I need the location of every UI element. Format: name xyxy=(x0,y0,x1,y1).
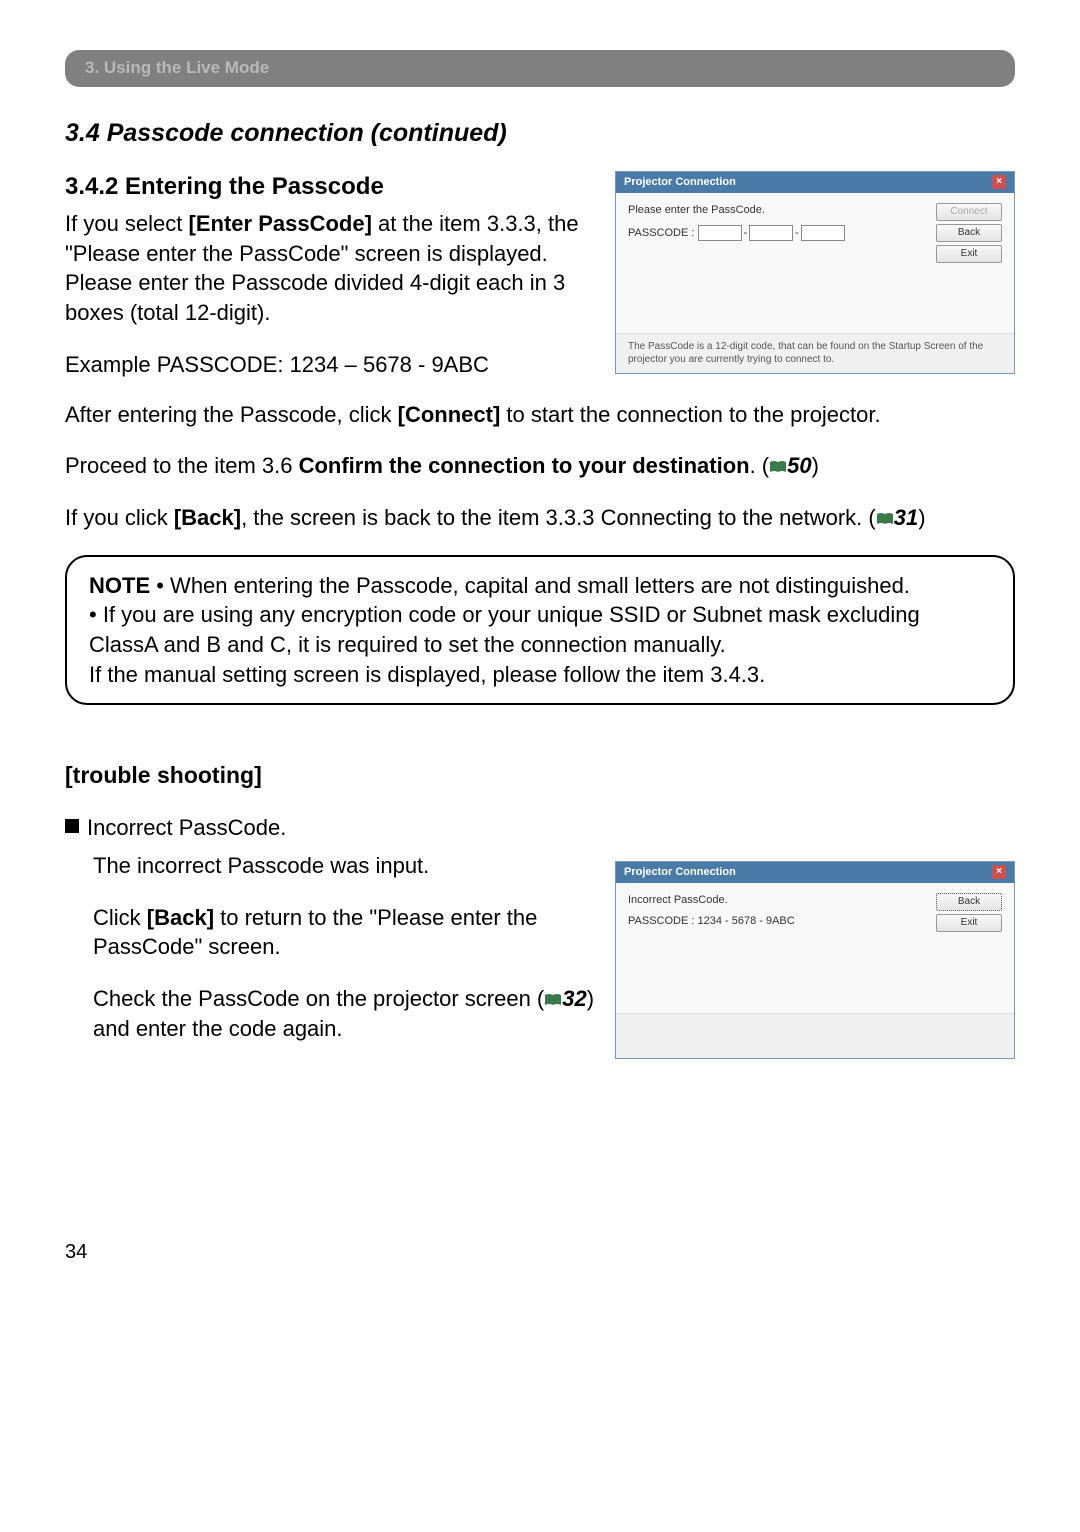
trouble-p2: Click [Back] to return to the "Please en… xyxy=(93,903,595,962)
note-line1: • When entering the Passcode, capital an… xyxy=(150,573,910,598)
section-title: 3.4 Passcode connection (continued) xyxy=(65,117,1015,151)
dialog-titlebar: Projector Connection × xyxy=(616,172,1014,193)
proceed-p: Proceed to the item 3.6 Confirm the conn… xyxy=(65,451,1015,481)
exit-button[interactable]: Exit xyxy=(936,245,1002,263)
passcode-field-2[interactable] xyxy=(749,225,793,241)
back-p: If you click [Back], the screen is back … xyxy=(65,503,1015,533)
back-button[interactable]: Back xyxy=(936,893,1002,911)
error-passcode: PASSCODE : 1234 - 5678 - 9ABC xyxy=(628,914,926,929)
passcode-field-3[interactable] xyxy=(801,225,845,241)
book-icon xyxy=(544,993,562,1007)
dialog-footer: The PassCode is a 12-digit code, that ca… xyxy=(616,333,1014,373)
note-label: NOTE xyxy=(89,573,150,598)
troubleshooting-title: [trouble shooting] xyxy=(65,760,1015,791)
note-box: NOTE • When entering the Passcode, capit… xyxy=(65,555,1015,706)
chapter-label: 3. Using the Live Mode xyxy=(85,58,269,77)
back-button[interactable]: Back xyxy=(936,224,1002,242)
intro-block: 3.4.2 Entering the Passcode If you selec… xyxy=(65,171,590,380)
dialog-titlebar: Projector Connection × xyxy=(616,862,1014,883)
connect-button[interactable]: Connect xyxy=(936,203,1002,221)
after-connect-p: After entering the Passcode, click [Conn… xyxy=(65,400,1015,430)
close-icon[interactable]: × xyxy=(992,865,1006,879)
page-number: 34 xyxy=(65,1239,1015,1266)
trouble-p3: Check the PassCode on the projector scre… xyxy=(93,984,595,1043)
note-line3: If the manual setting screen is displaye… xyxy=(89,662,765,687)
dialog-prompt: Please enter the PassCode. xyxy=(628,203,926,218)
passcode-field-1[interactable] xyxy=(698,225,742,241)
passcode-label: PASSCODE : xyxy=(628,227,694,239)
subsection-title: 3.4.2 Entering the Passcode xyxy=(65,171,590,203)
trouble-item: Incorrect PassCode. xyxy=(65,813,1015,843)
dialog-footer xyxy=(616,1013,1014,1058)
trouble-p1: The incorrect Passcode was input. xyxy=(93,851,595,881)
square-bullet-icon xyxy=(65,819,79,833)
chapter-header: 3. Using the Live Mode xyxy=(65,50,1015,87)
exit-button[interactable]: Exit xyxy=(936,914,1002,932)
example-passcode: Example PASSCODE: 1234 – 5678 - 9ABC xyxy=(65,350,590,380)
passcode-input-row: PASSCODE : -- xyxy=(628,225,926,241)
error-dialog: Projector Connection × Incorrect PassCod… xyxy=(615,861,1015,1059)
note-line2: • If you are using any encryption code o… xyxy=(89,602,920,657)
book-icon xyxy=(769,460,787,474)
passcode-dialog: Projector Connection × Please enter the … xyxy=(615,171,1015,374)
intro-paragraph: If you select [Enter PassCode] at the it… xyxy=(65,209,590,328)
close-icon[interactable]: × xyxy=(992,175,1006,189)
dialog-title-text: Projector Connection xyxy=(624,175,736,190)
dialog-title-text: Projector Connection xyxy=(624,865,736,880)
trouble-item-title: Incorrect PassCode. xyxy=(87,813,286,843)
book-icon xyxy=(876,512,894,526)
error-message: Incorrect PassCode. xyxy=(628,893,926,908)
